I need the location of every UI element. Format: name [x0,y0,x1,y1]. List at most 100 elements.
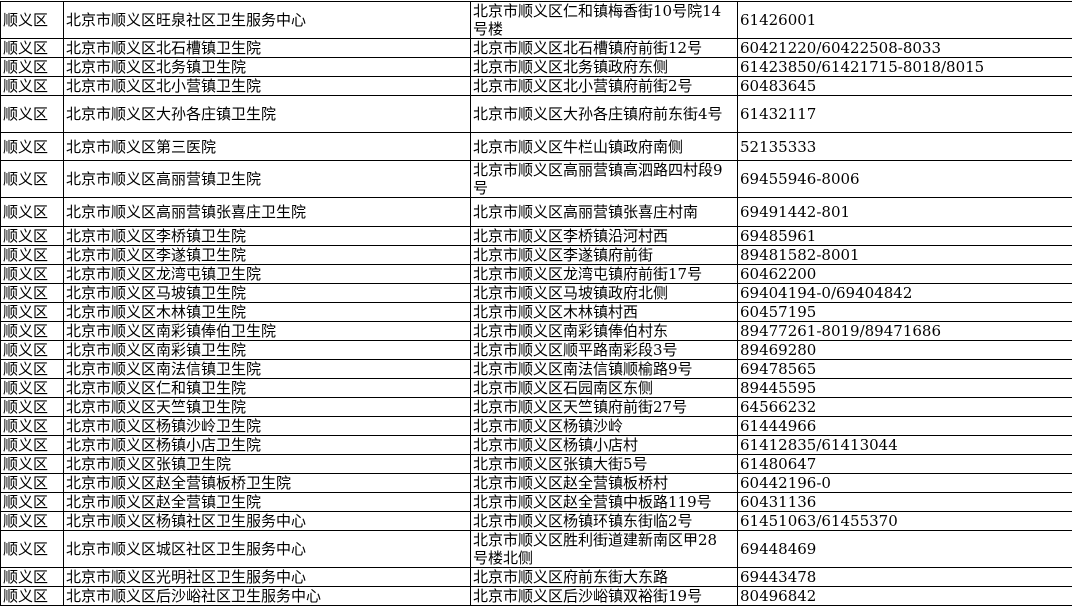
cell-phone: 64566232 [738,398,1072,417]
cell-name: 北京市顺义区仁和镇卫生院 [64,379,471,398]
table-row: 顺义区北京市顺义区旺泉社区卫生服务中心北京市顺义区仁和镇梅香街10号院14 号楼… [1,2,1072,39]
cell-phone: 69455946-8006 [738,161,1072,198]
cell-district: 顺义区 [1,77,64,96]
cell-address: 北京市顺义区顺平路南彩段3号 [471,341,738,360]
cell-district: 顺义区 [1,2,64,39]
cell-phone: 61412835/61413044 [738,436,1072,455]
cell-name: 北京市顺义区旺泉社区卫生服务中心 [64,2,471,39]
cell-address: 北京市顺义区府前东街大东路 [471,568,738,587]
cell-district: 顺义区 [1,227,64,246]
cell-name: 北京市顺义区杨镇小店卫生院 [64,436,471,455]
cell-phone: 89477261-8019/89471686 [738,322,1072,341]
cell-district: 顺义区 [1,133,64,161]
cell-phone: 61444966 [738,417,1072,436]
cell-address: 北京市顺义区北石槽镇府前街12号 [471,39,738,58]
cell-name: 北京市顺义区南彩镇卫生院 [64,341,471,360]
cell-name: 北京市顺义区城区社区卫生服务中心 [64,531,471,568]
cell-district: 顺义区 [1,417,64,436]
cell-address: 北京市顺义区石园南区东侧 [471,379,738,398]
cell-name: 北京市顺义区杨镇沙岭卫生院 [64,417,471,436]
cell-district: 顺义区 [1,322,64,341]
cell-address: 北京市顺义区天竺镇府前街27号 [471,398,738,417]
cell-phone: 61432117 [738,96,1072,133]
cell-district: 顺义区 [1,265,64,284]
cell-phone: 89445595 [738,379,1072,398]
cell-phone: 89469280 [738,341,1072,360]
cell-address: 北京市顺义区后沙峪镇双裕街19号 [471,587,738,606]
cell-district: 顺义区 [1,303,64,322]
table-row: 顺义区北京市顺义区城区社区卫生服务中心北京市顺义区胜利街道建新南区甲28 号楼北… [1,531,1072,568]
cell-district: 顺义区 [1,587,64,606]
cell-address: 北京市顺义区北务镇政府东侧 [471,58,738,77]
cell-address: 北京市顺义区大孙各庄镇府前东街4号 [471,96,738,133]
cell-name: 北京市顺义区南法信镇卫生院 [64,360,471,379]
cell-district: 顺义区 [1,360,64,379]
cell-district: 顺义区 [1,531,64,568]
cell-district: 顺义区 [1,455,64,474]
cell-district: 顺义区 [1,39,64,58]
cell-name: 北京市顺义区北小营镇卫生院 [64,77,471,96]
cell-district: 顺义区 [1,246,64,265]
cell-district: 顺义区 [1,512,64,531]
cell-address: 北京市顺义区李遂镇府前街 [471,246,738,265]
cell-address: 北京市顺义区胜利街道建新南区甲28 号楼北侧 [471,531,738,568]
cell-phone: 52135333 [738,133,1072,161]
cell-address: 北京市顺义区杨镇环镇东街临2号 [471,512,738,531]
cell-name: 北京市顺义区赵全营镇卫生院 [64,493,471,512]
cell-address: 北京市顺义区南法信镇顺榆路9号 [471,360,738,379]
cell-name: 北京市顺义区张镇卫生院 [64,455,471,474]
cell-name: 北京市顺义区李桥镇卫生院 [64,227,471,246]
cell-name: 北京市顺义区高丽营镇张喜庄卫生院 [64,198,471,227]
cell-address: 北京市顺义区牛栏山镇政府南侧 [471,133,738,161]
cell-phone: 60462200 [738,265,1072,284]
cell-district: 顺义区 [1,284,64,303]
cell-address: 北京市顺义区赵全营镇板桥村 [471,474,738,493]
cell-name: 北京市顺义区马坡镇卫生院 [64,284,471,303]
cell-phone: 60431136 [738,493,1072,512]
cell-district: 顺义区 [1,474,64,493]
cell-address: 北京市顺义区李桥镇沿河村西 [471,227,738,246]
cell-address: 北京市顺义区木林镇村西 [471,303,738,322]
cell-name: 北京市顺义区龙湾屯镇卫生院 [64,265,471,284]
cell-name: 北京市顺义区南彩镇俸伯卫生院 [64,322,471,341]
cell-district: 顺义区 [1,398,64,417]
cell-district: 顺义区 [1,379,64,398]
cell-district: 顺义区 [1,341,64,360]
cell-phone: 69448469 [738,531,1072,568]
cell-name: 北京市顺义区木林镇卫生院 [64,303,471,322]
cell-phone: 61423850/61421715-8018/8015 [738,58,1072,77]
cell-address: 北京市顺义区高丽营镇张喜庄村南 [471,198,738,227]
cell-address: 北京市顺义区杨镇小店村 [471,436,738,455]
cell-phone: 61451063/61455370 [738,512,1072,531]
cell-district: 顺义区 [1,568,64,587]
cell-name: 北京市顺义区赵全营镇板桥卫生院 [64,474,471,493]
cell-address: 北京市顺义区高丽营镇高泗路四村段9 号 [471,161,738,198]
cell-name: 北京市顺义区北务镇卫生院 [64,58,471,77]
cell-phone: 61426001 [738,2,1072,39]
cell-name: 北京市顺义区第三医院 [64,133,471,161]
cell-name: 北京市顺义区天竺镇卫生院 [64,398,471,417]
cell-name: 北京市顺义区光明社区卫生服务中心 [64,568,471,587]
cell-address: 北京市顺义区北小营镇府前街2号 [471,77,738,96]
cell-address: 北京市顺义区南彩镇俸伯村东 [471,322,738,341]
